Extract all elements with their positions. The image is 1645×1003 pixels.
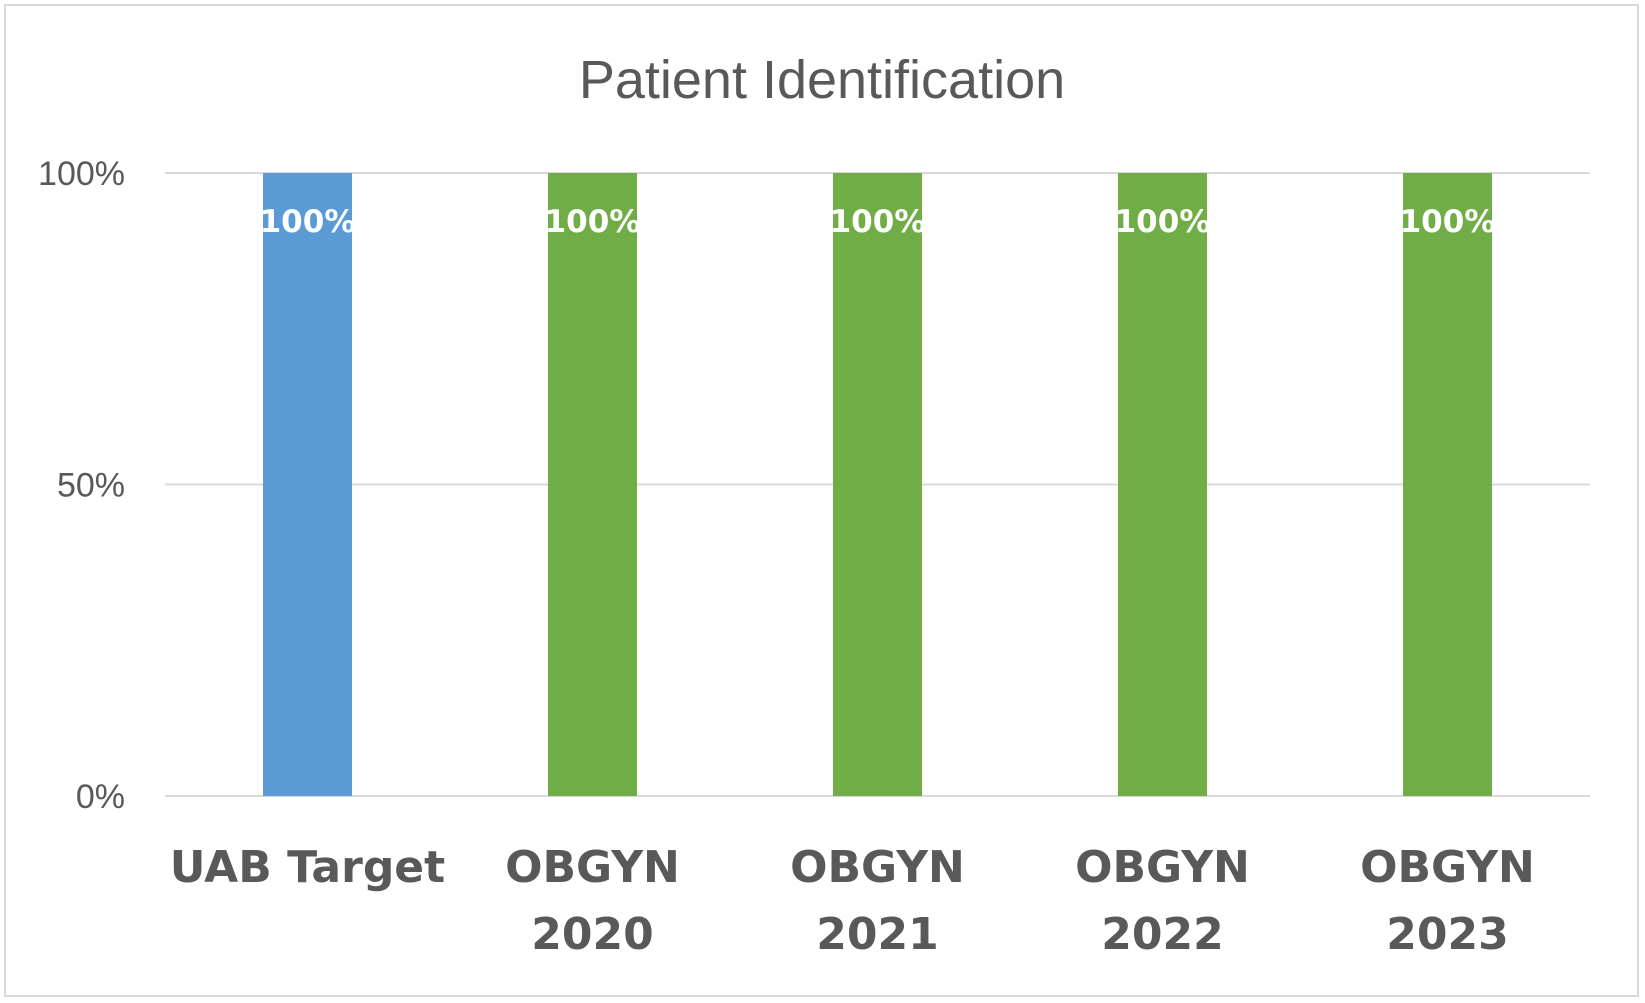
chart-title: Patient Identification [579, 50, 1065, 110]
x-tick-label: 2020 [531, 909, 653, 960]
bar [1118, 173, 1207, 796]
bar [548, 173, 637, 796]
x-axis-tick-labels: UAB Target OBGYN 2020 OBGYN 2021 OBGYN 2022 OBG… [170, 842, 1535, 960]
data-labels: 100% 100% 100% 100% 100% [260, 204, 1496, 240]
x-tick-label: 2022 [1101, 909, 1223, 960]
data-label: 100% [1400, 204, 1496, 240]
y-tick-label: 50% [57, 467, 125, 505]
bars [263, 173, 1492, 796]
data-label: 100% [260, 204, 356, 240]
bar [1403, 173, 1492, 796]
bar [833, 173, 922, 796]
x-tick-label: OBGYN [790, 842, 965, 893]
x-tick-label: UAB Target [170, 842, 445, 893]
x-tick-label: 2021 [816, 909, 938, 960]
bar [263, 173, 352, 796]
x-tick-label: OBGYN [1075, 842, 1250, 893]
data-label: 100% [545, 204, 641, 240]
y-tick-label: 0% [76, 778, 125, 816]
x-tick-label: OBGYN [1360, 842, 1535, 893]
y-tick-label: 100% [38, 155, 125, 193]
y-axis-tick-labels: 0% 50% 100% [38, 155, 125, 816]
data-label: 100% [1115, 204, 1211, 240]
x-tick-label: OBGYN [505, 842, 680, 893]
x-tick-label: 2023 [1386, 909, 1508, 960]
data-label: 100% [830, 204, 926, 240]
